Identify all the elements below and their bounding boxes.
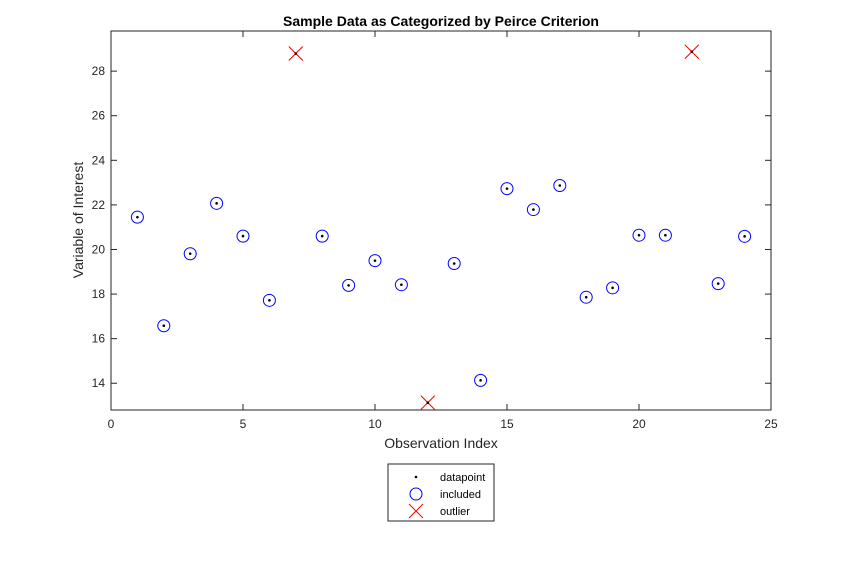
axis-ticks: 0 5 10 15 20 25 14 16 18 20 22 24 26 28	[92, 31, 778, 431]
legend-box	[387, 463, 495, 522]
included-point	[447, 257, 461, 271]
datapoint-point	[532, 208, 535, 211]
datapoint-point	[188, 252, 192, 256]
y-tick-label: 14	[92, 376, 106, 390]
datapoint-point	[347, 284, 350, 287]
included-point	[210, 196, 224, 210]
y-tick-label: 28	[92, 64, 106, 78]
legend-marker-included	[409, 487, 423, 501]
included-point	[500, 182, 514, 196]
datapoint-point	[743, 235, 746, 238]
included-point	[579, 290, 593, 304]
legend: datapoint included outlier	[387, 463, 495, 522]
included-point	[526, 203, 540, 217]
datapoint-point	[584, 295, 588, 299]
included-point	[183, 247, 197, 261]
included-point	[315, 229, 329, 243]
included-point	[711, 277, 725, 291]
included-point	[236, 229, 250, 243]
included-point	[130, 210, 144, 224]
y-tick-label: 18	[92, 287, 106, 301]
datapoint-point	[400, 283, 403, 287]
data-marks	[130, 44, 752, 410]
x-tick-label: 25	[764, 417, 778, 431]
x-tick-label: 20	[632, 417, 646, 431]
datapoint-point	[690, 50, 694, 54]
datapoint-point	[320, 234, 324, 238]
datapoint-point	[373, 259, 377, 262]
legend-marker-datapoint	[414, 475, 418, 479]
included-point	[658, 228, 672, 242]
x-tick-label: 15	[500, 417, 514, 431]
datapoint-point	[505, 187, 509, 190]
included-point	[632, 228, 646, 242]
chart-title: Sample Data as Categorized by Peirce Cri…	[283, 13, 599, 29]
legend-label-included: included	[440, 489, 481, 501]
included-point	[157, 319, 171, 333]
x-axis-label: Observation Index	[384, 435, 498, 451]
datapoint-point	[215, 202, 218, 205]
y-tick-label: 20	[92, 242, 106, 256]
x-tick-label: 10	[368, 417, 382, 431]
x-tick-label: 0	[108, 417, 115, 431]
legend-label-outlier: outlier	[440, 506, 470, 518]
datapoint-point	[426, 401, 430, 404]
datapoint-point	[268, 299, 271, 302]
datapoint-point	[664, 233, 667, 237]
datapoint-point	[452, 262, 456, 265]
datapoint-point	[136, 215, 139, 219]
datapoint-point	[241, 234, 245, 238]
datapoint-point	[716, 282, 720, 285]
legend-marker-outlier	[408, 503, 424, 519]
datapoint-point	[162, 324, 166, 328]
included-point	[394, 278, 408, 292]
included-point	[738, 229, 752, 243]
datapoint-point	[637, 233, 641, 237]
y-axis-label: Variable of Interest	[70, 162, 86, 279]
legend-label-datapoint: datapoint	[440, 472, 485, 484]
included-point	[262, 293, 276, 307]
datapoint-point	[479, 379, 482, 382]
y-tick-label: 22	[92, 198, 106, 212]
included-point	[368, 254, 382, 268]
plot-area	[110, 30, 772, 411]
y-tick-label: 26	[92, 109, 106, 123]
included-point	[342, 278, 356, 292]
included-point	[606, 281, 620, 295]
y-tick-label: 16	[92, 332, 106, 346]
y-tick-label: 24	[92, 153, 106, 167]
datapoint-point	[558, 184, 562, 187]
datapoint-point	[294, 52, 298, 55]
included-point	[474, 373, 488, 387]
included-point	[553, 178, 567, 192]
datapoint-point	[611, 286, 614, 290]
x-tick-label: 5	[240, 417, 247, 431]
